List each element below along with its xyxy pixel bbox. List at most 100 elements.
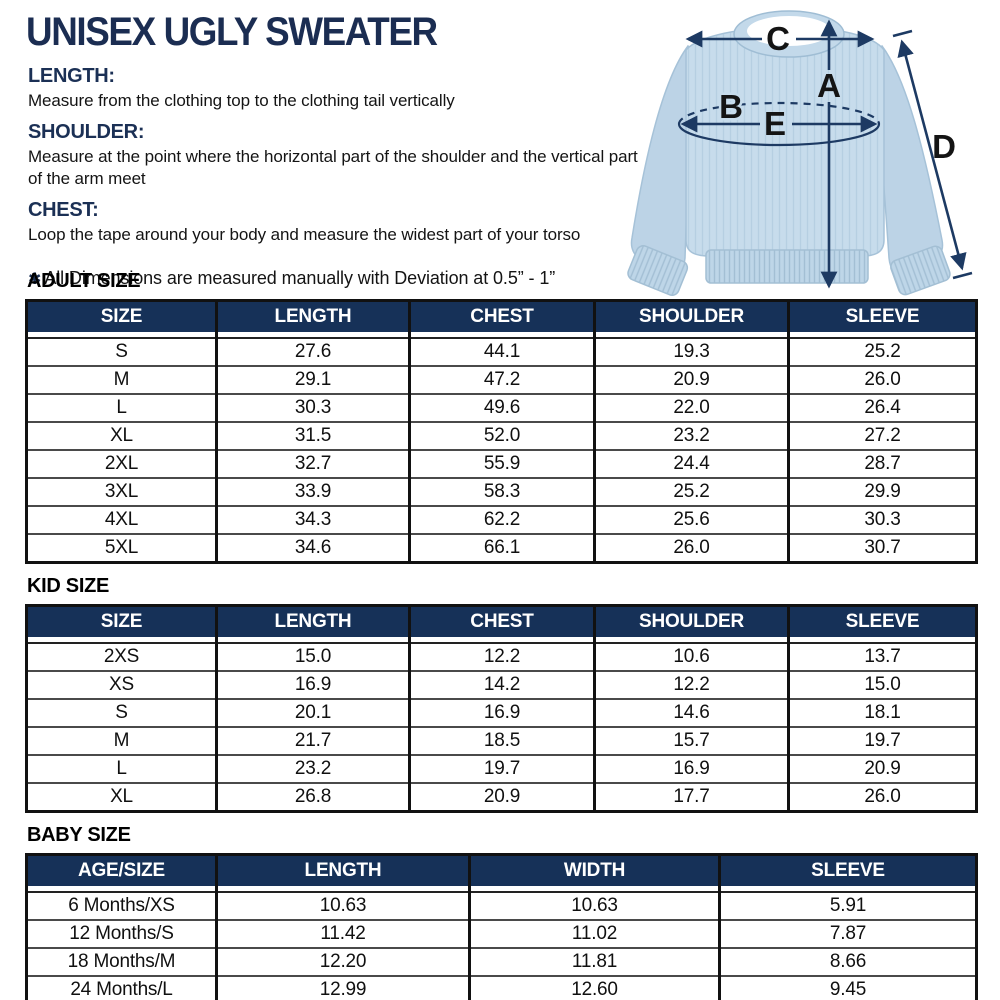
table-cell: S <box>115 341 128 362</box>
table-row: M 29.1 47.2 20.9 26.0 <box>26 365 977 394</box>
table-cell: 10.63 <box>468 892 720 920</box>
table-cell: 16.9 <box>593 754 789 783</box>
table-cell: 34.6 <box>215 533 410 563</box>
section-body-length: Measure from the clothing top to the clo… <box>28 91 455 110</box>
adult-size-table: SIZE LENGTH CHEST SHOULDER SLEEVE S 27.6 44.1 1… <box>25 299 978 564</box>
table-cell: 24 Months/L <box>26 975 217 1000</box>
table-cell: 19.3 <box>593 338 789 366</box>
column-header: SIZE <box>26 605 217 644</box>
table-cell: 24.4 <box>593 449 789 478</box>
table-cell: L <box>26 754 217 783</box>
table-cell: 4XL <box>26 505 217 534</box>
table-cell: 19.7 <box>787 726 977 755</box>
table-cell: 8.66 <box>718 947 977 976</box>
table-cell: 18.5 <box>408 726 595 755</box>
table-cell: 20.9 <box>593 365 789 394</box>
table-cell: 25.2 <box>593 477 789 506</box>
table-cell: 30.7 <box>787 533 977 563</box>
table-row: 4XL 34.3 62.2 25.6 30.3 <box>26 505 977 534</box>
column-header: LENGTH <box>215 605 410 644</box>
table-cell: 31.5 <box>215 421 410 450</box>
baby-size-table: AGE/SIZE LENGTH WIDTH SLEEVE 6 Months/XS 10.… <box>25 853 978 1000</box>
label-c: C <box>766 20 790 57</box>
adult-size-title: ADULT SIZE <box>27 270 141 292</box>
table-cell: 23.2 <box>215 754 410 783</box>
measurement-arrows <box>677 19 973 289</box>
page-title: UNISEX UGLY SWEATER <box>26 10 438 54</box>
table-cell: 30.3 <box>215 393 410 422</box>
table-cell: 26.0 <box>593 533 789 563</box>
table-cell: M <box>26 726 217 755</box>
table-row: S 27.6 44.1 19.3 25.2 <box>27 338 977 366</box>
table-cell: 6 Months/XS <box>68 895 175 916</box>
column-header: AGE/SIZE <box>26 854 217 893</box>
table-cell: 15.0 <box>787 670 977 699</box>
table-cell: S <box>26 698 217 727</box>
table-cell: 7.87 <box>718 919 977 948</box>
table-cell: 26.0 <box>787 782 977 812</box>
table-cell: 25.6 <box>593 505 789 534</box>
table-cell: 18 Months/M <box>26 947 217 976</box>
table-cell: 58.3 <box>408 477 595 506</box>
table-cell: 47.2 <box>408 365 595 394</box>
table-cell: 17.7 <box>593 782 789 812</box>
asterisk-icon: ✱ <box>28 271 42 289</box>
table-cell: 22.0 <box>593 393 789 422</box>
table-cell: 14.6 <box>593 698 789 727</box>
table-row: 5XL 34.6 66.1 26.0 30.7 <box>26 533 977 563</box>
deviation-note: ✱ All Dimensions are measured manually wi… <box>28 268 640 289</box>
baby-header-row: AGE/SIZE LENGTH WIDTH SLEEVE <box>26 854 977 893</box>
table-cell: 11.02 <box>468 919 720 948</box>
size-tables: ADULT SIZE SIZE LENGTH CHEST SHOULDER SLEEVE… <box>25 270 978 1000</box>
table-cell: 5.91 <box>718 892 977 920</box>
label-e: E <box>764 105 786 142</box>
column-header: SLEEVE <box>787 605 977 644</box>
table-cell: 26.8 <box>215 782 410 812</box>
table-cell: 12.2 <box>593 670 789 699</box>
kid-size-title: KID SIZE <box>27 575 110 597</box>
table-cell: 3XL <box>26 477 217 506</box>
table-cell: 12.20 <box>215 947 470 976</box>
table-cell: 32.7 <box>215 449 410 478</box>
column-header: SLEEVE <box>787 300 977 339</box>
table-cell: 19.7 <box>408 754 595 783</box>
table-cell: 10.6 <box>593 643 789 671</box>
table-cell: L <box>26 393 217 422</box>
column-header: SHOULDER <box>593 605 789 644</box>
table-cell: 34.3 <box>215 505 410 534</box>
table-cell: 9.45 <box>718 975 977 1000</box>
table-cell: 30.3 <box>787 505 977 534</box>
column-header: SHOULDER <box>593 300 789 339</box>
table-cell: XL <box>26 782 217 812</box>
table-cell: 2XS <box>103 646 140 667</box>
section-heading-length: LENGTH: <box>28 65 115 87</box>
table-cell: 12.99 <box>215 975 470 1000</box>
deviation-note-text: All Dimensions are measured manually wit… <box>44 268 556 289</box>
section-heading-chest: CHEST: <box>28 199 99 222</box>
table-cell: 27.6 <box>215 338 410 366</box>
column-header: SIZE <box>26 300 217 339</box>
table-cell: 44.1 <box>408 338 595 366</box>
column-header: CHEST <box>408 605 595 644</box>
table-cell: 66.1 <box>408 533 595 563</box>
table-row: L 30.3 49.6 22.0 26.4 <box>26 393 977 422</box>
table-cell: 62.2 <box>408 505 595 534</box>
table-row: 6 Months/XS 10.63 10.63 5.91 <box>27 892 977 920</box>
arrow-d-bottom-tick <box>952 271 973 280</box>
table-row: L 23.2 19.7 16.9 20.9 <box>26 754 977 783</box>
table-cell: 26.0 <box>787 365 977 394</box>
arrow-d <box>897 39 967 271</box>
sweater-measurement-diagram: C A B E D <box>622 0 994 302</box>
table-row: M 21.7 18.5 15.7 19.7 <box>26 726 977 755</box>
table-cell: 20.9 <box>787 754 977 783</box>
table-cell: 27.2 <box>787 421 977 450</box>
table-row: 24 Months/L 12.99 12.60 9.45 <box>26 975 977 1000</box>
table-cell: 16.9 <box>215 670 410 699</box>
table-cell: 49.6 <box>408 393 595 422</box>
table-cell: 13.7 <box>787 643 977 671</box>
section-heading-shoulder: SHOULDER: <box>28 121 145 144</box>
table-cell: 29.9 <box>787 477 977 506</box>
kid-header-row: SIZE LENGTH CHEST SHOULDER SLEEVE <box>26 605 977 644</box>
table-row: 2XS 15.0 12.2 10.6 13.7 <box>27 643 977 671</box>
table-cell: 20.1 <box>215 698 410 727</box>
